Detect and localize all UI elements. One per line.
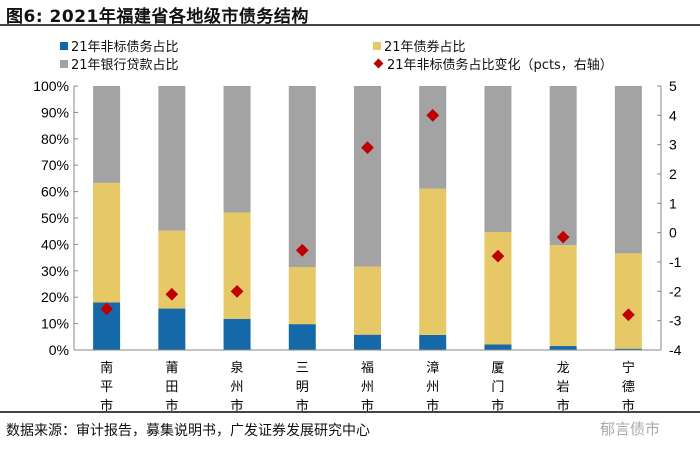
category-label: 德 xyxy=(622,379,635,394)
right-tick-label: 3 xyxy=(669,137,677,153)
bar-segment-bond xyxy=(288,267,316,325)
category-label: 三 xyxy=(296,360,309,375)
source-note: 数据来源：审计报告，募集说明书，广发证券发展研究中心 xyxy=(6,423,370,439)
left-tick-label: 50% xyxy=(41,210,69,226)
legend-label: 21年银行贷款占比 xyxy=(71,58,179,73)
category-label: 福 xyxy=(361,360,374,375)
category-label: 州 xyxy=(426,379,439,394)
legend-swatch-yellow xyxy=(373,41,381,50)
bar-segment-bond xyxy=(549,245,577,347)
bar-segment-nonstandard xyxy=(158,308,186,350)
bar-segment-nonstandard xyxy=(223,318,251,350)
figure-title: 图6: 2021年福建省各地级市债务结构 xyxy=(6,7,309,27)
left-tick-label: 20% xyxy=(41,289,69,305)
category-label: 市 xyxy=(296,398,309,413)
left-tick-label: 60% xyxy=(41,184,69,200)
category-label: 门 xyxy=(491,379,504,394)
category-label: 明 xyxy=(296,379,309,394)
category-label: 泉 xyxy=(231,360,244,375)
bar-segment-bond xyxy=(614,253,642,349)
change-marker xyxy=(426,108,440,122)
category-label: 市 xyxy=(100,398,113,413)
bar-segment-nonstandard xyxy=(549,346,577,350)
bar-segment-loan xyxy=(354,86,381,267)
left-tick-label: 80% xyxy=(41,131,69,147)
right-tick-label: -4 xyxy=(669,342,682,358)
right-tick-label: -1 xyxy=(669,254,682,270)
category-label: 市 xyxy=(491,398,504,413)
bar-segment-nonstandard xyxy=(354,334,381,350)
legend-label: 21年债券占比 xyxy=(384,40,466,55)
legend-swatch-blue xyxy=(60,41,68,50)
category-label: 市 xyxy=(557,398,570,413)
bar-segment-loan xyxy=(484,86,512,232)
left-tick-label: 70% xyxy=(41,157,69,173)
change-marker xyxy=(230,284,244,298)
category-label: 市 xyxy=(165,398,178,413)
change-marker xyxy=(295,243,309,257)
left-tick-label: 90% xyxy=(41,104,69,120)
bar-segment-nonstandard xyxy=(419,334,447,350)
left-tick-label: 100% xyxy=(33,78,69,94)
category-label: 田 xyxy=(165,379,178,394)
watermark: 郁言债市 xyxy=(600,420,661,438)
left-tick-label: 30% xyxy=(41,263,69,279)
left-tick-label: 0% xyxy=(49,342,69,358)
right-tick-label: 0 xyxy=(669,225,677,241)
legend-swatch-gray xyxy=(60,59,68,68)
bar-segment-loan xyxy=(419,86,447,189)
bar-segment-loan xyxy=(158,86,186,231)
bar-segment-bond xyxy=(354,266,381,335)
bar-segment-bond xyxy=(484,231,512,345)
bar-segment-nonstandard xyxy=(614,348,642,350)
change-marker xyxy=(165,287,179,301)
category-label: 市 xyxy=(231,398,244,413)
category-label: 岩 xyxy=(557,379,570,394)
category-label: 龙 xyxy=(557,360,570,375)
right-tick-label: -3 xyxy=(669,313,682,329)
category-label: 市 xyxy=(426,398,439,413)
category-label: 州 xyxy=(231,379,244,394)
change-marker xyxy=(491,249,505,263)
left-tick-label: 10% xyxy=(41,316,69,332)
bar-segment-loan xyxy=(549,86,577,246)
chart-plot: 0% 10% 20% 30% 40% 50% 60% 70% 80% 90% 100% -4 -3 -2 -… xyxy=(33,78,682,413)
bar-segment-bond xyxy=(93,182,121,303)
category-label: 南 xyxy=(100,360,113,375)
bar-segment-loan xyxy=(614,86,642,254)
legend-item-nonstandard: 21年非标债务占比 xyxy=(60,36,179,55)
category-label: 市 xyxy=(361,398,374,413)
left-tick-label: 40% xyxy=(41,236,69,252)
category-label: 市 xyxy=(622,398,635,413)
bar-segment-bond xyxy=(419,188,447,335)
bar-segment-bond xyxy=(223,212,251,319)
legend-item-loan: 21年银行贷款占比 xyxy=(60,54,179,73)
right-tick-label: 4 xyxy=(669,107,677,123)
legend-item-change: 21年非标债务占比变化（pcts，右轴） xyxy=(373,54,613,73)
change-marker xyxy=(361,141,374,154)
category-label: 莆 xyxy=(165,360,178,375)
bar-segment-loan xyxy=(223,86,251,213)
category-label: 州 xyxy=(361,379,374,394)
right-tick-label: 5 xyxy=(669,78,677,94)
bar-segment-loan xyxy=(288,86,316,268)
title-divider xyxy=(0,24,700,26)
right-tick-label: 2 xyxy=(669,166,677,182)
bar-segment-nonstandard xyxy=(288,324,316,350)
category-label: 平 xyxy=(100,379,113,394)
legend-item-bond: 21年债券占比 xyxy=(373,36,466,55)
change-marker xyxy=(100,302,113,316)
category-label: 宁 xyxy=(622,360,635,375)
footer-divider xyxy=(0,411,700,413)
legend-label: 21年非标债务占比变化（pcts，右轴） xyxy=(387,58,613,73)
bar-segment-loan xyxy=(93,86,121,183)
right-tick-label: -2 xyxy=(669,283,682,299)
category-label: 厦 xyxy=(491,360,504,375)
legend-label: 21年非标债务占比 xyxy=(71,40,179,55)
bar-segment-nonstandard xyxy=(484,344,512,350)
category-label: 漳 xyxy=(426,360,439,375)
right-tick-label: 1 xyxy=(669,195,677,211)
